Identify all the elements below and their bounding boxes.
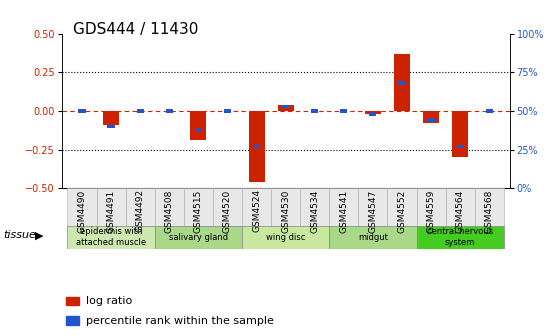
Text: GSM4541: GSM4541	[339, 190, 348, 233]
Bar	[358, 188, 388, 226]
Text: wing disc: wing disc	[266, 233, 305, 242]
Bar	[213, 188, 242, 226]
Bar	[446, 188, 475, 226]
Bar	[427, 119, 435, 122]
Bar	[184, 188, 213, 226]
Bar	[423, 111, 439, 123]
Text: tissue: tissue	[3, 230, 36, 240]
Text: GSM4559: GSM4559	[427, 190, 436, 233]
Bar	[271, 188, 300, 226]
Text: GSM4490: GSM4490	[77, 190, 86, 233]
Text: GSM4568: GSM4568	[485, 190, 494, 233]
Text: GSM4530: GSM4530	[281, 190, 290, 233]
Text: salivary gland: salivary gland	[169, 233, 228, 242]
Text: midgut: midgut	[358, 233, 388, 242]
Bar	[96, 188, 125, 226]
Bar	[394, 54, 410, 111]
Bar	[103, 111, 119, 125]
Bar	[137, 109, 144, 113]
Bar	[66, 316, 78, 325]
Text: GSM4492: GSM4492	[136, 190, 144, 233]
Bar	[475, 188, 504, 226]
Text: GSM4520: GSM4520	[223, 190, 232, 233]
Bar	[67, 226, 155, 249]
Bar	[125, 188, 155, 226]
Text: epidermis with
attached muscle: epidermis with attached muscle	[76, 227, 146, 247]
Bar	[365, 111, 381, 114]
Bar	[329, 226, 417, 249]
Bar	[190, 111, 206, 140]
Bar	[253, 145, 260, 148]
Text: log ratio: log ratio	[86, 296, 133, 306]
Text: GDS444 / 11430: GDS444 / 11430	[73, 22, 198, 37]
Bar	[452, 111, 468, 157]
Bar	[224, 109, 231, 113]
Bar	[282, 104, 289, 108]
Text: central nervous
system: central nervous system	[427, 227, 493, 247]
Bar	[369, 112, 376, 116]
Bar	[195, 128, 202, 131]
Bar	[242, 188, 271, 226]
Bar	[242, 226, 329, 249]
Bar	[417, 226, 504, 249]
Text: GSM4552: GSM4552	[398, 190, 407, 233]
Bar	[486, 109, 493, 113]
Bar	[300, 188, 329, 226]
Text: GSM4524: GSM4524	[252, 190, 261, 233]
Bar	[249, 111, 264, 182]
Text: GSM4564: GSM4564	[456, 190, 465, 233]
Bar	[166, 109, 173, 113]
Text: GSM4547: GSM4547	[368, 190, 377, 233]
Bar	[388, 188, 417, 226]
Text: GSM4508: GSM4508	[165, 190, 174, 233]
Bar	[155, 188, 184, 226]
Bar	[398, 81, 405, 85]
Text: GSM4534: GSM4534	[310, 190, 319, 233]
Bar	[329, 188, 358, 226]
Bar	[417, 188, 446, 226]
Bar	[311, 109, 318, 113]
Bar	[78, 109, 86, 113]
Bar	[67, 188, 96, 226]
Text: percentile rank within the sample: percentile rank within the sample	[86, 316, 274, 326]
Bar	[340, 109, 347, 113]
Bar	[108, 125, 115, 128]
Text: GSM4515: GSM4515	[194, 190, 203, 233]
Bar	[278, 105, 293, 111]
Bar	[456, 145, 464, 148]
Text: GSM4491: GSM4491	[106, 190, 115, 233]
Bar	[155, 226, 242, 249]
Text: ▶: ▶	[35, 230, 43, 240]
Bar	[66, 297, 78, 305]
